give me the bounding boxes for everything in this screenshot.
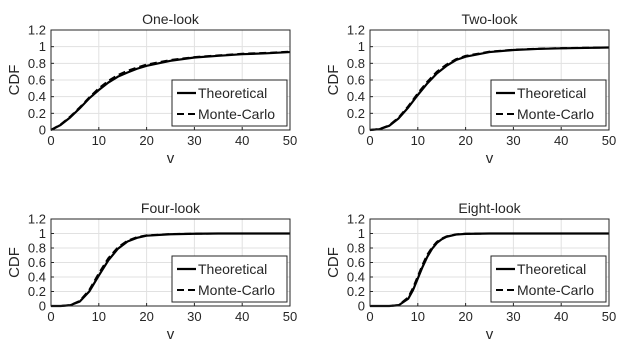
legend-entry: Monte-Carlo — [517, 106, 594, 122]
y-tick-label: 1.2 — [28, 23, 46, 38]
legend-entry: Monte-Carlo — [198, 282, 275, 298]
y-tick-label: 0.4 — [347, 270, 365, 285]
legend-box — [490, 79, 607, 127]
x-tick-label: 30 — [506, 309, 520, 324]
y-tick-label: 0 — [358, 299, 365, 314]
x-tick-label: 0 — [47, 309, 54, 324]
y-axis-label: CDF — [325, 247, 342, 278]
series-line-monte-carlo — [51, 232, 290, 307]
chart-title: One-look — [142, 11, 200, 27]
y-axis-label: CDF — [325, 65, 342, 96]
legend-entry: Theoretical — [198, 85, 267, 101]
x-tick-label: 10 — [92, 309, 106, 324]
y-tick-label: 0.2 — [347, 284, 365, 299]
x-tick-label: 30 — [506, 133, 520, 148]
y-tick-label: 0.8 — [347, 241, 365, 256]
x-tick-label: 40 — [554, 309, 568, 324]
x-tick-label: 10 — [92, 133, 106, 148]
legend-box — [490, 255, 607, 303]
x-axis-label: v — [167, 326, 175, 343]
x-tick-label: 10 — [411, 133, 425, 148]
y-tick-label: 0.4 — [28, 89, 46, 104]
y-tick-label: 0.2 — [28, 284, 46, 299]
y-tick-label: 0.8 — [347, 56, 365, 71]
x-tick-label: 40 — [235, 133, 249, 148]
y-tick-label: 0.6 — [347, 73, 365, 88]
y-tick-label: 1 — [358, 226, 365, 241]
y-axis-label: CDF — [6, 247, 23, 278]
chart-panel-2: 0 10 20 30 40 5000.20.40.60.811.2Two-lookvCDF… — [325, 11, 616, 167]
y-tick-label: 0 — [39, 123, 46, 138]
y-tick-label: 0.8 — [28, 241, 46, 256]
chart-title: Four-look — [141, 200, 201, 216]
y-tick-label: 0.6 — [28, 73, 46, 88]
x-tick-label: 40 — [235, 309, 249, 324]
chart-panel-3: 0 10 20 30 40 50 00.20.40.60.811.2 Four-look v CD… — [6, 200, 297, 343]
y-tick-label: 1.2 — [347, 212, 365, 227]
x-tick-label: 0 — [47, 133, 54, 148]
y-tick-label: 0.4 — [28, 270, 46, 285]
legend-entry: Theoretical — [517, 85, 586, 101]
legend-box — [171, 79, 288, 127]
y-tick-label: 1.2 — [28, 212, 46, 227]
y-tick-label: 0.6 — [347, 255, 365, 270]
y-tick-label: 1 — [39, 226, 46, 241]
legend-box — [171, 255, 288, 303]
legend-entry: Monte-Carlo — [517, 282, 594, 298]
series-line-monte-carlo — [369, 46, 610, 131]
x-tick-label: 20 — [139, 133, 153, 148]
x-tick-label: 50 — [283, 309, 297, 324]
x-axis-label: v — [167, 150, 175, 167]
y-tick-label: 0 — [39, 299, 46, 314]
x-tick-label: 30 — [187, 133, 201, 148]
y-axis-label: CDF — [6, 65, 23, 96]
y-tick-label: 0 — [358, 123, 365, 138]
y-tick-label: 0.4 — [347, 89, 365, 104]
x-tick-label: 20 — [139, 309, 153, 324]
chart-panel-4: 0 10 20 30 40 50 00.20.40.60.811.2 Eight-look v C… — [325, 200, 616, 343]
series-line-theoretical — [50, 50, 291, 131]
chart-title: Two-look — [461, 11, 518, 27]
x-axis-label: v — [486, 326, 494, 343]
x-tick-label: 30 — [187, 309, 201, 324]
x-tick-label: 50 — [602, 309, 616, 324]
y-tick-label: 0.6 — [28, 255, 46, 270]
x-tick-label: 40 — [554, 133, 568, 148]
x-tick-label: 20 — [458, 133, 472, 148]
legend-entry: Theoretical — [517, 261, 586, 277]
y-tick-label: 0.2 — [28, 106, 46, 121]
y-tick-label: 1.2 — [347, 23, 365, 38]
y-tick-label: 0.2 — [347, 106, 365, 121]
x-tick-label: 10 — [411, 309, 425, 324]
x-tick-label: 50 — [602, 133, 616, 148]
x-axis-label: v — [486, 150, 494, 167]
x-tick-label: 0 — [366, 133, 373, 148]
chart-title: Eight-look — [458, 200, 521, 216]
x-tick-label: 50 — [283, 133, 297, 148]
x-tick-label: 20 — [458, 309, 472, 324]
y-tick-label: 1 — [358, 39, 365, 54]
legend-entry: Theoretical — [198, 261, 267, 277]
series-line-monte-carlo — [370, 232, 609, 307]
chart-panel-1: 0 10 20 30 40 5000.20.40.60.811.2One-lookvCDF… — [6, 11, 297, 167]
x-tick-label: 0 — [366, 309, 373, 324]
y-tick-label: 1 — [39, 39, 46, 54]
y-tick-label: 0.8 — [28, 56, 46, 71]
legend-entry: Monte-Carlo — [198, 106, 275, 122]
